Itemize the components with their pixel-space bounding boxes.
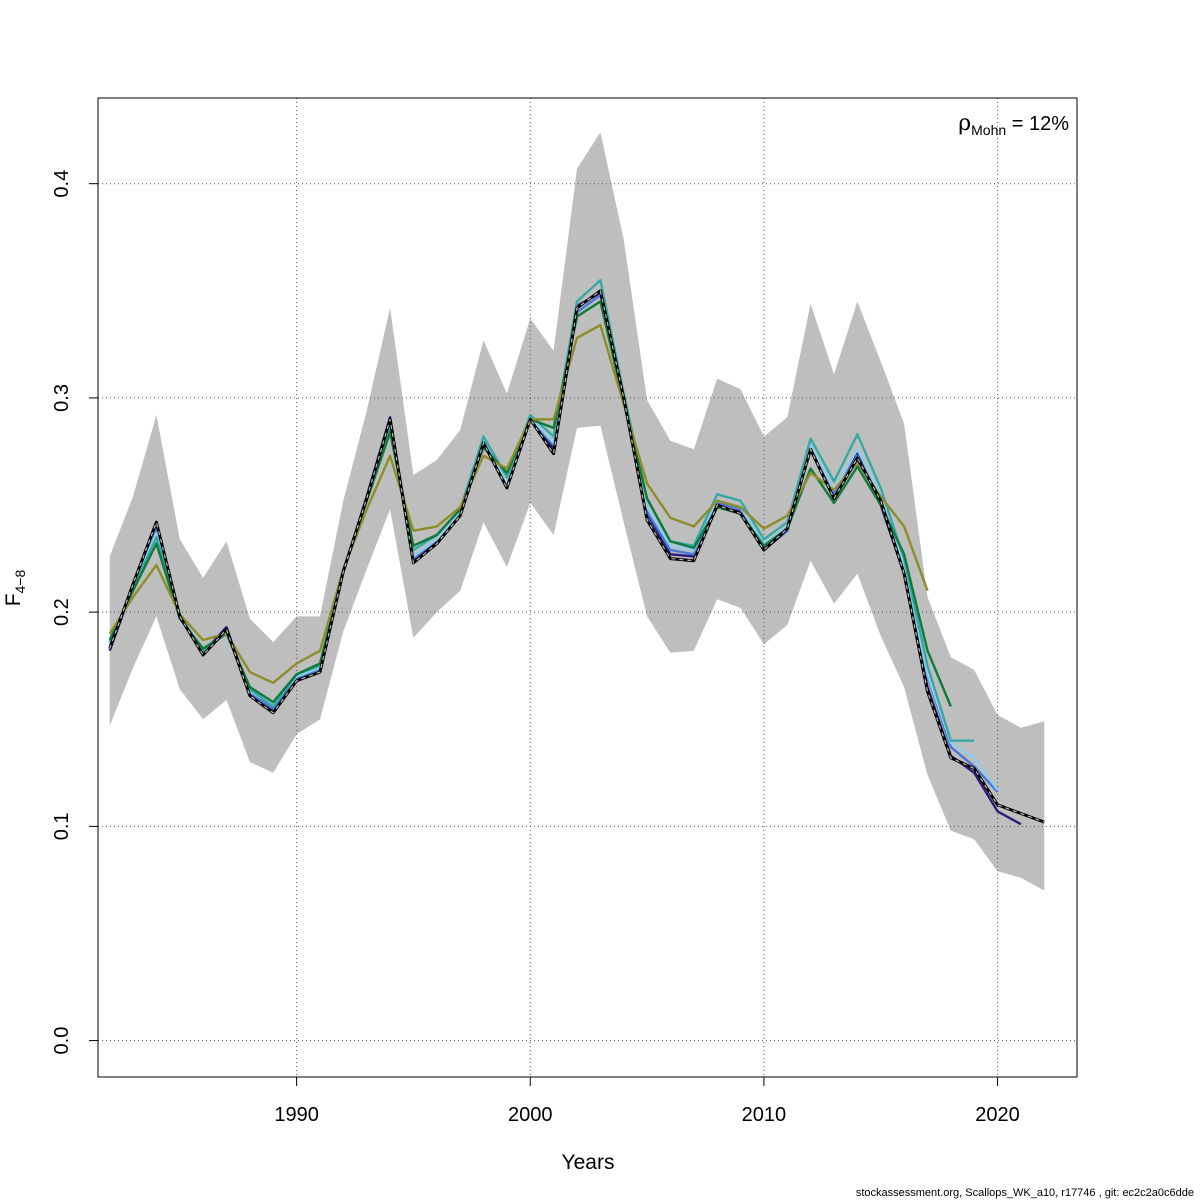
confidence-band-layer: [109, 132, 1045, 891]
y-tick-label: 0.0: [51, 1027, 73, 1055]
mohn-rho-annotation: ρMohn = 12%: [958, 111, 1069, 138]
footer-credit: stockassessment.org, Scallops_WK_a10, r1…: [856, 1187, 1194, 1199]
rho-symbol: ρ: [958, 111, 971, 136]
x-tick-label: 1990: [274, 1104, 319, 1126]
x-axis-ticks: 1990 2000 2010 2020: [274, 1077, 1020, 1126]
series-layer: [108, 278, 1045, 826]
rho-value: = 12%: [1006, 113, 1069, 135]
confidence-band: [109, 132, 1045, 891]
series-line: [108, 278, 975, 742]
x-axis-title: Years: [562, 1151, 615, 1174]
x-tick-label: 2000: [508, 1104, 553, 1126]
y-axis-title-main: F: [2, 593, 25, 606]
y-tick-label: 0.3: [51, 384, 73, 412]
y-tick-label: 0.1: [51, 812, 73, 840]
y-tick-label: 0.4: [51, 170, 73, 198]
series-line-dash: [109, 289, 1045, 823]
y-axis-ticks: 0.0 0.1 0.2 0.3 0.4: [51, 170, 98, 1055]
series-line: [108, 323, 929, 684]
y-axis-title-sub: 4−8: [12, 569, 28, 593]
x-tick-label: 2020: [975, 1104, 1020, 1126]
y-axis-title: F4−8: [2, 569, 28, 606]
y-tick-label: 0.2: [51, 598, 73, 626]
plot-frame: [97, 97, 1078, 1078]
rho-subscript: Mohn: [971, 122, 1006, 138]
x-tick-label: 2010: [742, 1104, 787, 1126]
